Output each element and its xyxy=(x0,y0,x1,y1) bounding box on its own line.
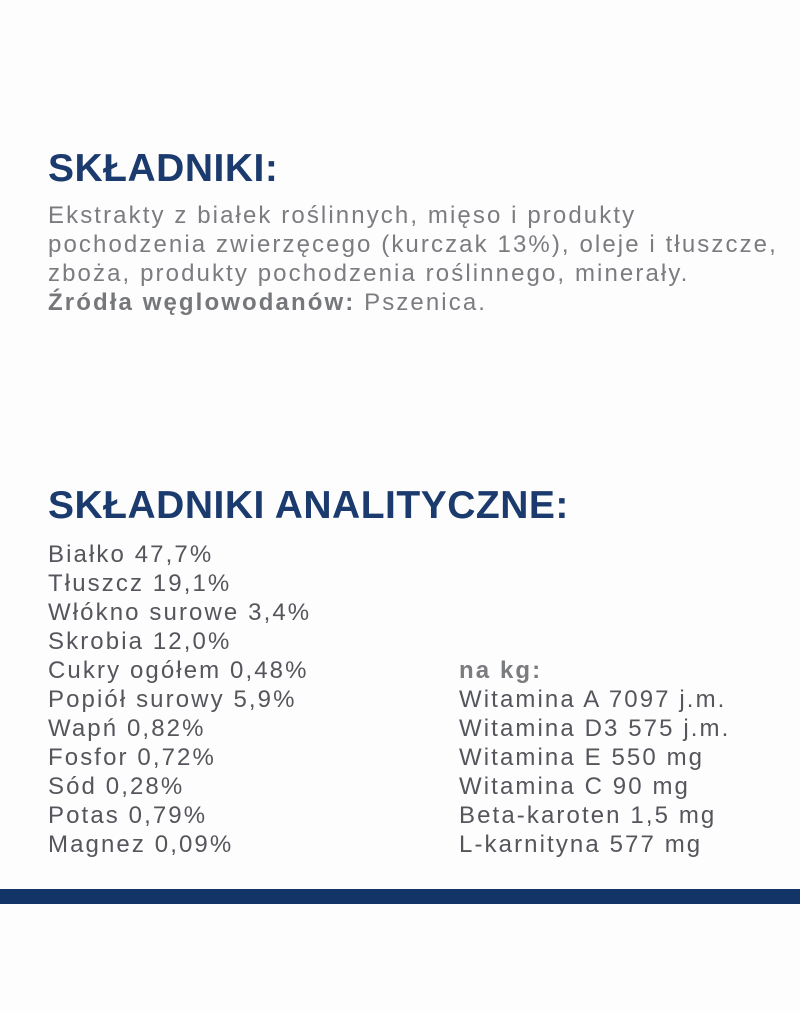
ingredients-text-line: Ekstrakty z białek roślinnych, mięso i p… xyxy=(48,202,637,229)
footer-bar xyxy=(0,889,800,904)
per-kg-item: Witamina C 90 mg xyxy=(459,773,690,800)
analytical-item: Potas 0,79% xyxy=(48,802,208,829)
analytical-item: Cukry ogółem 0,48% xyxy=(48,657,309,684)
analytical-item: Skrobia 12,0% xyxy=(48,628,232,655)
analytical-left-column: Białko 47,7% Tłuszcz 19,1% Włókno surowe… xyxy=(48,540,311,859)
analytical-item: Popiół surowy 5,9% xyxy=(48,686,297,713)
carb-sources-value: Pszenica. xyxy=(364,289,488,316)
analytical-right-column: na kg: Witamina A 7097 j.m. Witamina D3 … xyxy=(459,656,730,859)
per-kg-list: Witamina A 7097 j.m. Witamina D3 575 j.m… xyxy=(459,685,730,859)
analytical-item: Tłuszcz 19,1% xyxy=(48,570,232,597)
analytical-item: Fosfor 0,72% xyxy=(48,744,216,771)
ingredients-text-line: zboża, produkty pochodzenia roślinnego, … xyxy=(48,260,690,287)
analytical-item: Sód 0,28% xyxy=(48,773,185,800)
per-kg-item: L-karnityna 577 mg xyxy=(459,831,703,858)
carb-sources-label: Źródła węglowodanów: xyxy=(48,289,356,316)
ingredients-text-line: pochodzenia zwierzęcego (kurczak 13%), o… xyxy=(48,231,778,258)
carb-sources-line: Źródła węglowodanów: Pszenica. xyxy=(48,288,778,317)
per-kg-item: Witamina A 7097 j.m. xyxy=(459,686,727,713)
ingredients-paragraph: Ekstrakty z białek roślinnych, mięso i p… xyxy=(48,201,778,317)
ingredients-paragraph-lines: Ekstrakty z białek roślinnych, mięso i p… xyxy=(48,201,778,288)
per-kg-item: Witamina D3 575 j.m. xyxy=(459,715,731,742)
analytical-heading: SKŁADNIKI ANALITYCZNE: xyxy=(48,484,569,527)
analytical-item: Magnez 0,09% xyxy=(48,831,234,858)
analytical-item: Wapń 0,82% xyxy=(48,715,206,742)
per-kg-item: Witamina E 550 mg xyxy=(459,744,705,771)
ingredients-heading: SKŁADNIKI: xyxy=(48,147,279,190)
analytical-item: Białko 47,7% xyxy=(48,541,214,568)
analytical-item: Włókno surowe 3,4% xyxy=(48,599,312,626)
per-kg-heading: na kg: xyxy=(459,657,543,684)
per-kg-item: Beta-karoten 1,5 mg xyxy=(459,802,717,829)
